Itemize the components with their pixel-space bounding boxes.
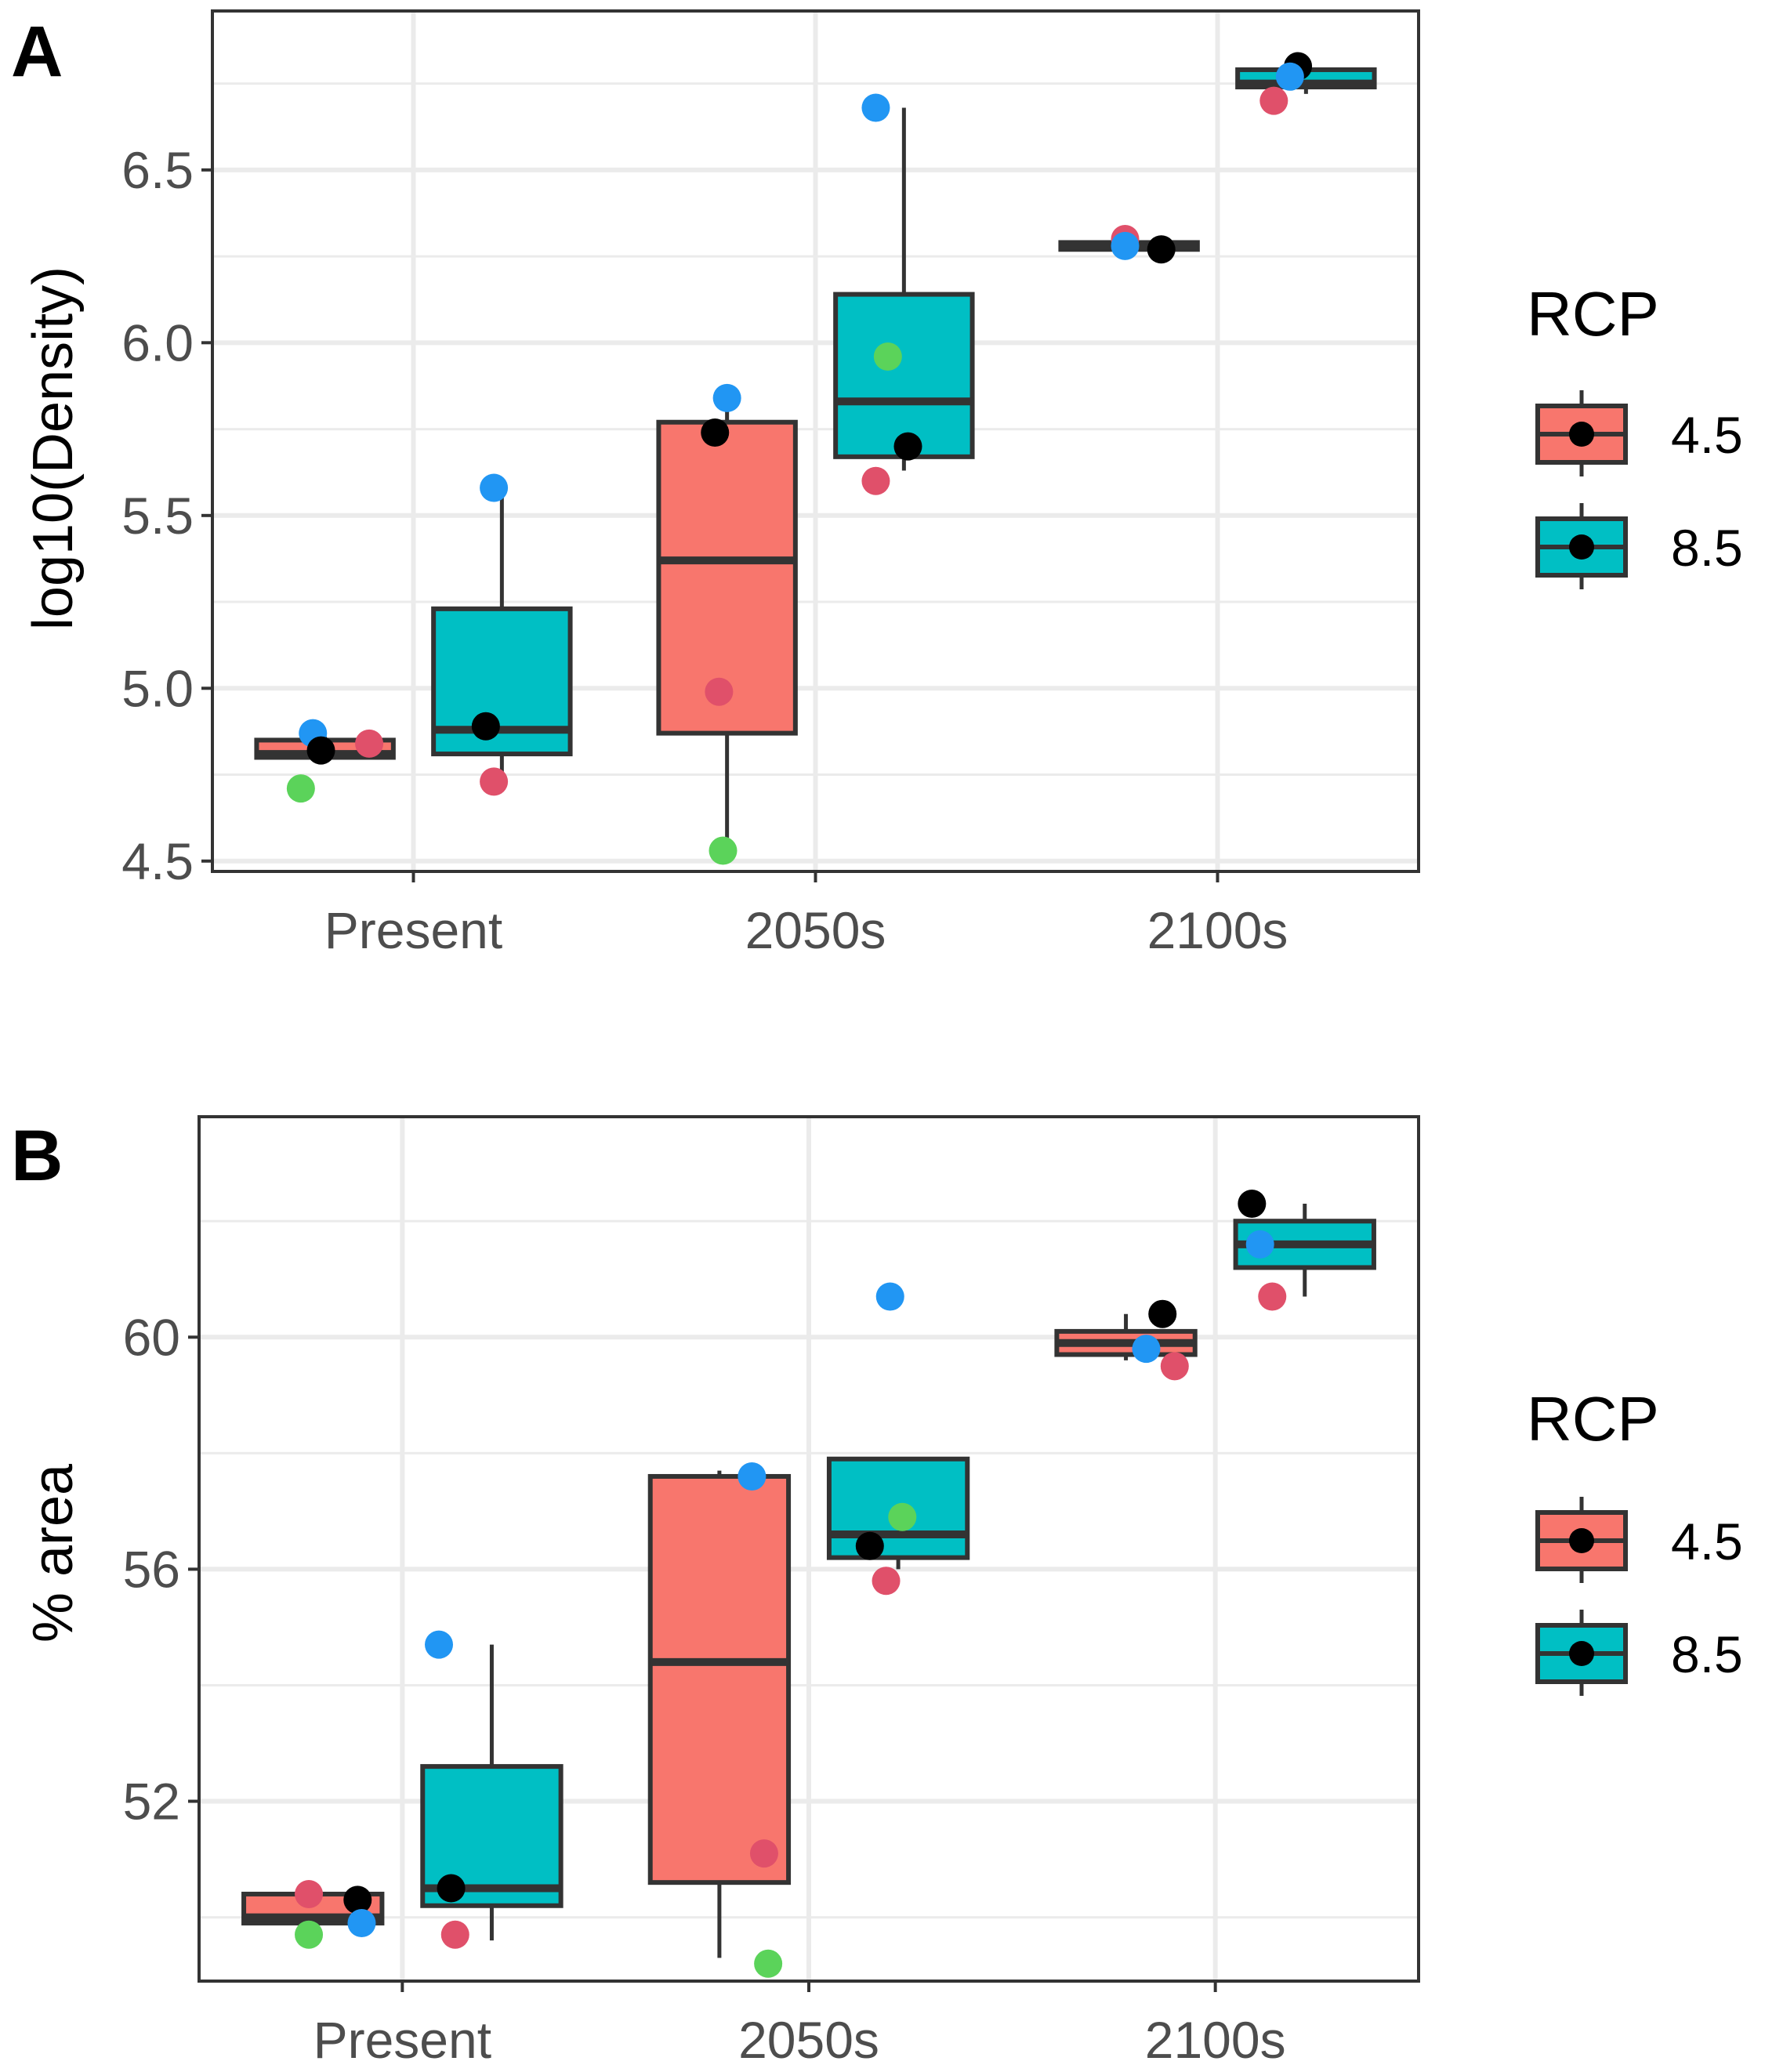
data-point	[480, 473, 509, 502]
legend-label-rcp45-a: 4.5	[1671, 406, 1743, 464]
data-point	[1245, 1230, 1274, 1259]
x-tick-label-b: 2050s	[738, 2011, 879, 2069]
x-tick-label-b: 2100s	[1145, 2011, 1286, 2069]
data-point	[1148, 1299, 1177, 1328]
box-body	[833, 292, 975, 459]
data-point	[875, 1282, 904, 1311]
data-point	[471, 712, 500, 741]
y-tick-label-a: 4.5	[121, 832, 194, 890]
y-tick-label-a: 6.5	[121, 141, 194, 199]
y-axis-title-a: log10(Density)	[22, 266, 85, 630]
data-point	[480, 767, 509, 796]
legend-key-rcp45-b	[1535, 1497, 1628, 1583]
panel-a: A log10(Density) 4.5 5.0 5.5 6.0 6.5 Present 2…	[11, 9, 1743, 959]
box-2100s-rcp45	[1054, 1313, 1198, 1360]
legend-label-rcp45-b: 4.5	[1671, 1512, 1743, 1570]
data-point	[872, 1567, 901, 1596]
legend-title-b: RCP	[1527, 1384, 1659, 1454]
data-point	[295, 1879, 324, 1908]
data-point	[893, 432, 922, 461]
data-point	[437, 1874, 466, 1903]
legend-dot-rcp45-b	[1569, 1528, 1594, 1553]
box-body	[647, 1473, 792, 1885]
plot-area-a: 4.5 5.0 5.5 6.0 6.5 Present 2050s 2100s	[121, 9, 1420, 959]
x-tick-label-a: Present	[324, 901, 502, 959]
panel-b: B % area 52 56 60 Present 2050s 2100s RCP 4.5…	[11, 1115, 1743, 2069]
y-tick-label-a: 6.0	[121, 313, 194, 371]
y-tick-label-b: 52	[123, 1773, 180, 1831]
y-tick-label-a: 5.5	[121, 487, 194, 545]
data-point	[754, 1949, 783, 1978]
data-point	[705, 677, 734, 706]
data-point	[440, 1920, 469, 1949]
legend-dot-rcp85-a	[1569, 534, 1594, 560]
data-point	[295, 1920, 324, 1949]
data-point	[1160, 1352, 1189, 1381]
data-point	[861, 466, 890, 495]
legend-label-rcp85-a: 8.5	[1671, 519, 1743, 577]
legend-label-rcp85-b: 8.5	[1671, 1625, 1743, 1683]
data-point	[738, 1462, 767, 1491]
data-point	[355, 729, 384, 758]
data-point	[1132, 1335, 1161, 1364]
data-point	[347, 1908, 376, 1937]
y-tick-label-b: 60	[123, 1308, 180, 1366]
box-2100s-rcp85	[1235, 66, 1377, 94]
x-tick-label-a: 2100s	[1147, 901, 1288, 959]
data-point	[425, 1630, 454, 1659]
data-point	[709, 836, 738, 865]
data-point	[286, 774, 315, 803]
plot-area-b: 52 56 60 Present 2050s 2100s	[123, 1115, 1420, 2069]
box-2050s-rcp45	[647, 1470, 792, 1958]
x-tick-label-a: 2050s	[745, 901, 886, 959]
legend-a: RCP 4.5 8.5	[1527, 279, 1743, 589]
legend-key-rcp85-a	[1535, 503, 1628, 589]
legend-dot-rcp85-b	[1569, 1641, 1594, 1666]
data-point	[701, 418, 730, 447]
legend-dot-rcp45-a	[1569, 422, 1594, 447]
legend-key-rcp45-a	[1535, 390, 1628, 476]
data-point	[712, 383, 741, 412]
data-point	[1238, 1190, 1267, 1219]
y-tick-label-b: 56	[123, 1540, 180, 1598]
data-point	[1111, 231, 1140, 260]
data-point	[1259, 86, 1288, 115]
legend-title-a: RCP	[1527, 279, 1659, 349]
legend-b: RCP 4.5 8.5	[1527, 1384, 1743, 1696]
panel-label-b: B	[11, 1116, 63, 1196]
data-point	[749, 1839, 778, 1868]
data-point	[861, 93, 890, 122]
legend-key-rcp85-b	[1535, 1610, 1628, 1696]
data-point	[1258, 1282, 1287, 1311]
y-tick-label-a: 5.0	[121, 659, 194, 717]
panel-label-a: A	[11, 12, 63, 92]
data-point	[873, 342, 902, 371]
data-point	[888, 1502, 917, 1531]
box-Present-rcp85	[431, 487, 573, 778]
data-point	[855, 1531, 884, 1560]
data-point	[1275, 62, 1304, 91]
data-point	[1147, 235, 1176, 264]
y-axis-title-b: % area	[22, 1463, 85, 1643]
data-point	[306, 736, 335, 765]
data-point	[343, 1885, 372, 1914]
x-tick-label-b: Present	[313, 2011, 491, 2069]
